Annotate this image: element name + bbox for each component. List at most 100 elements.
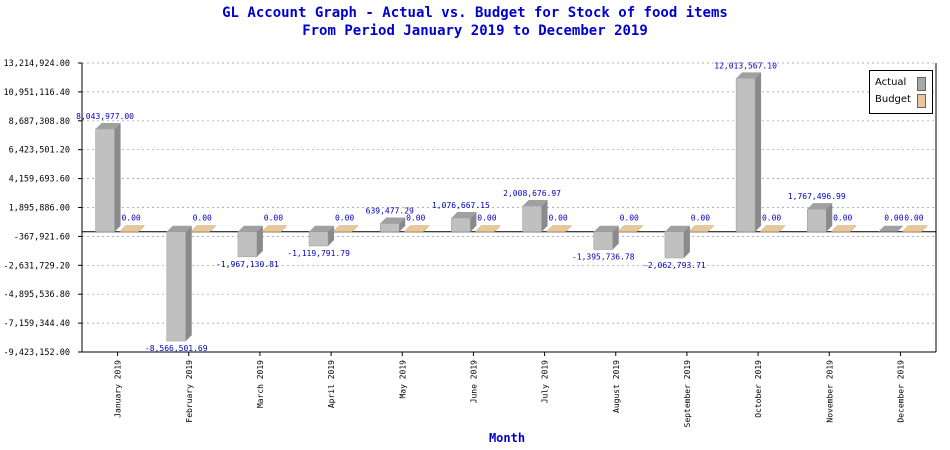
bar-budget [830, 225, 857, 232]
bar-budget [759, 225, 786, 232]
bar-actual-top [736, 72, 762, 79]
bar-budget [901, 225, 929, 232]
bar-actual-top [593, 225, 619, 232]
bar-actual-side [399, 217, 406, 232]
x-tick-label: August 2019 [612, 360, 621, 413]
data-label-actual: -1,395,736.78 [572, 253, 635, 262]
y-tick-label: 13,214,924.00 [3, 59, 70, 69]
y-tick-label: 4,159,693.60 [9, 175, 70, 185]
legend-budget: Budget [875, 93, 911, 107]
bar-actual-side [755, 72, 762, 232]
bar-actual-side [328, 225, 335, 246]
bar-budget [474, 225, 502, 232]
bar-actual [664, 231, 685, 259]
bar-actual-side [612, 225, 619, 250]
data-label-budget: 0.00 [762, 214, 781, 223]
bar-actual-side [470, 211, 477, 232]
data-label-actual: 12,013,567.10 [714, 61, 777, 70]
bar-actual-top [95, 123, 121, 130]
bar-budget [688, 225, 715, 232]
y-tick-label: 10,951,116.40 [3, 88, 70, 98]
chart-legend: Actual Budget [869, 70, 933, 114]
data-label-budget: 0.00 [833, 214, 852, 223]
bar-actual-top [309, 225, 335, 232]
bar-budget [403, 225, 430, 232]
bar-actual-top [664, 225, 690, 232]
x-axis-title: Month [489, 431, 525, 445]
y-tick-label: 6,423,501.20 [9, 146, 70, 156]
y-tick-label: -4,895,536.80 [3, 290, 70, 300]
bar-actual [807, 208, 827, 232]
bar-actual [735, 78, 756, 232]
data-label-actual: 0.00 [884, 214, 903, 223]
bar-actual [237, 231, 258, 258]
data-label-actual: 8,043,977.00 [76, 112, 134, 121]
x-tick-label: December 2019 [896, 360, 905, 423]
x-tick-label: May 2019 [398, 360, 407, 399]
data-label-budget: 0.00 [264, 214, 283, 223]
bar-actual-top [166, 225, 192, 232]
y-tick-label: -7,159,344.40 [3, 319, 70, 329]
bar-actual [451, 217, 471, 232]
legend-budget-swatch [917, 94, 926, 108]
bar-actual [380, 223, 400, 232]
legend-budget-label: Budget [875, 94, 911, 105]
data-label-budget: 0.00 [620, 214, 639, 223]
legend-actual: Actual [875, 76, 906, 90]
data-label-actual: -1,967,130.81 [216, 260, 279, 269]
y-tick-label: 8,687,308.80 [9, 117, 70, 127]
chart-subtitle: From Period January 2019 to December 201… [302, 23, 648, 39]
data-label-budget: 0.00 [691, 214, 710, 223]
data-label-actual: 639,477.29 [366, 207, 414, 216]
bar-actual [308, 231, 329, 247]
bar-actual-top [380, 217, 406, 224]
bar-actual-top [878, 225, 904, 232]
bar-actual-top [237, 225, 263, 232]
bar-actual-side [826, 203, 833, 232]
y-tick-label: -9,423,152.00 [3, 348, 70, 358]
bar-budget [118, 225, 146, 232]
data-label-budget: 0.00 [548, 214, 567, 223]
data-label-budget: 0.00 [121, 214, 140, 223]
x-tick-label: February 2019 [185, 360, 194, 423]
chart-title: GL Account Graph - Actual vs. Budget for… [222, 5, 728, 21]
data-label-budget: 0.00 [335, 214, 354, 223]
y-tick-label: -2,631,729.20 [3, 261, 70, 271]
data-label-actual: 1,767,496.99 [788, 192, 846, 201]
bar-budget [545, 225, 573, 232]
bar-actual [522, 205, 542, 232]
data-label-actual: -2,062,793.71 [643, 261, 706, 270]
bar-actual-side [541, 200, 548, 232]
data-label-budget: 0.00 [193, 214, 212, 223]
bar-budget [332, 225, 359, 232]
bar-budget [617, 225, 644, 232]
bar-actual-top [522, 200, 548, 207]
data-label-budget: 0.00 [406, 214, 425, 223]
data-label-actual: -1,119,791.79 [287, 249, 350, 258]
x-tick-label: September 2019 [683, 360, 692, 428]
data-label-actual: 2,008,676.97 [503, 189, 561, 198]
bar-actual [593, 231, 613, 250]
bar-actual-side [114, 123, 121, 232]
x-tick-label: November 2019 [825, 360, 834, 423]
x-tick-label: April 2019 [327, 360, 336, 408]
x-tick-label: October 2019 [754, 360, 763, 418]
x-tick-label: January 2019 [114, 360, 123, 418]
bar-actual [166, 231, 186, 342]
data-label-actual: -8,566,501.69 [145, 344, 208, 353]
legend-actual-label: Actual [875, 77, 907, 88]
y-tick-label: 1,895,886.00 [9, 204, 70, 214]
bar-budget [261, 225, 288, 232]
bar-budget [190, 225, 217, 232]
x-tick-label: March 2019 [256, 360, 265, 408]
bar-actual [95, 128, 115, 232]
bar-actual-side [256, 225, 263, 257]
bar-actual-top [451, 211, 477, 218]
data-label-actual: 1,076,667.15 [432, 201, 490, 210]
legend-actual-swatch [917, 77, 926, 91]
bar-actual-top [807, 203, 833, 210]
y-tick-label: -367,921.60 [14, 232, 70, 242]
x-tick-label: June 2019 [469, 360, 478, 404]
bar-actual-side [185, 225, 192, 342]
